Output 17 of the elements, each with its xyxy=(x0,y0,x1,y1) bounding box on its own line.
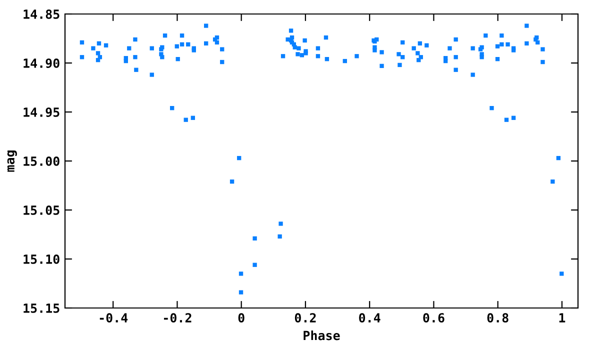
x-tick-label: -0.4 xyxy=(100,313,128,323)
y-tick-label: 14.90 xyxy=(24,58,60,68)
y-tick-label: 15.15 xyxy=(24,304,60,313)
y-tick-label: 15.10 xyxy=(24,254,60,264)
x-tick-label: 1 xyxy=(559,313,566,322)
x-axis-title: Phase xyxy=(304,330,340,340)
y-tick-label: 15.00 xyxy=(24,156,60,166)
y-axis-title: mag xyxy=(7,150,17,172)
x-tick-label: 0.4 xyxy=(359,313,380,323)
x-tick-label: -0.2 xyxy=(164,313,192,323)
x-tick-label: 0.2 xyxy=(294,313,316,323)
y-tick-label: 14.95 xyxy=(24,108,60,117)
x-tick-label: 0 xyxy=(238,313,244,323)
y-tick-label: 14.85 xyxy=(24,9,60,19)
y-tick-label: 15.05 xyxy=(24,205,60,215)
x-tick-label: 0.6 xyxy=(423,313,444,323)
x-tick-label: 0.8 xyxy=(487,313,508,323)
